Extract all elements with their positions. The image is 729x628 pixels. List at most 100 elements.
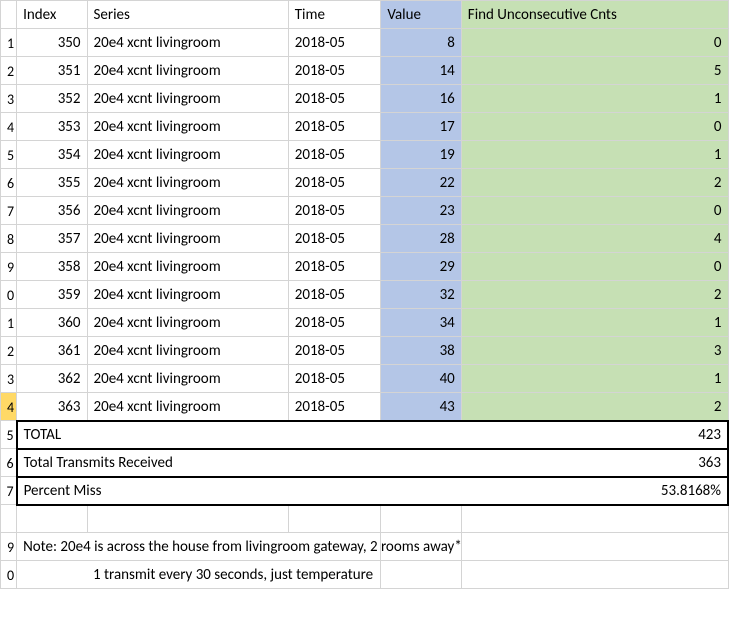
cell-value[interactable]: 8 bbox=[381, 29, 461, 57]
cell-series[interactable]: 20e4 xcnt livingroom bbox=[87, 29, 288, 57]
cell-value[interactable]: 43 bbox=[381, 393, 461, 421]
table-row[interactable]: 435320e4 xcnt livingroom2018-05170 bbox=[1, 113, 729, 141]
header-value[interactable]: Value bbox=[381, 1, 461, 29]
row-number[interactable]: 1 bbox=[1, 309, 17, 337]
cell-find[interactable]: 0 bbox=[461, 113, 728, 141]
cell-time[interactable]: 2018-05 bbox=[288, 225, 381, 253]
cell-series[interactable]: 20e4 xcnt livingroom bbox=[87, 85, 288, 113]
table-row[interactable]: 735620e4 xcnt livingroom2018-05230 bbox=[1, 197, 729, 225]
cell-index[interactable]: 363 bbox=[17, 393, 87, 421]
header-find[interactable]: Find Unconsecutive Cnts bbox=[461, 1, 728, 29]
cell-time[interactable]: 2018-05 bbox=[288, 113, 381, 141]
total-row[interactable]: 5TOTAL423 bbox=[1, 421, 729, 449]
row-number[interactable]: 6 bbox=[1, 169, 17, 197]
cell-empty[interactable] bbox=[381, 449, 461, 477]
cell-empty[interactable] bbox=[288, 449, 381, 477]
row-number[interactable]: 4 bbox=[1, 113, 17, 141]
cell-value[interactable]: 14 bbox=[381, 57, 461, 85]
cell-index[interactable]: 361 bbox=[17, 337, 87, 365]
cell-index[interactable]: 362 bbox=[17, 365, 87, 393]
table-row[interactable]: 235120e4 xcnt livingroom2018-05145 bbox=[1, 57, 729, 85]
table-row[interactable]: 035920e4 xcnt livingroom2018-05322 bbox=[1, 281, 729, 309]
total-row-label[interactable]: TOTAL bbox=[17, 421, 87, 449]
cell-value[interactable]: 29 bbox=[381, 253, 461, 281]
table-row[interactable]: 835720e4 xcnt livingroom2018-05284 bbox=[1, 225, 729, 253]
cell-time[interactable]: 2018-05 bbox=[288, 253, 381, 281]
cell-find[interactable]: 5 bbox=[461, 57, 728, 85]
cell-time[interactable]: 2018-05 bbox=[288, 29, 381, 57]
header-series[interactable]: Series bbox=[87, 1, 288, 29]
row-number[interactable]: 1 bbox=[1, 29, 17, 57]
cell-empty[interactable] bbox=[87, 477, 288, 505]
cell-find[interactable]: 2 bbox=[461, 169, 728, 197]
row-number[interactable]: 5 bbox=[1, 141, 17, 169]
cell-series[interactable]: 20e4 xcnt livingroom bbox=[87, 253, 288, 281]
note-text[interactable] bbox=[17, 561, 87, 589]
cell-time[interactable]: 2018-05 bbox=[288, 309, 381, 337]
row-number[interactable]: 3 bbox=[1, 365, 17, 393]
table-row[interactable]: 935820e4 xcnt livingroom2018-05290 bbox=[1, 253, 729, 281]
cell-series[interactable]: 20e4 xcnt livingroom bbox=[87, 197, 288, 225]
cell-empty[interactable] bbox=[381, 505, 461, 533]
cell-value[interactable]: 40 bbox=[381, 365, 461, 393]
miss-row-label[interactable]: Percent Miss bbox=[17, 477, 87, 505]
row-number[interactable]: 2 bbox=[1, 57, 17, 85]
cell-series[interactable]: 20e4 xcnt livingroom bbox=[87, 113, 288, 141]
cell-time[interactable]: 2018-05 bbox=[288, 365, 381, 393]
cell-index[interactable]: 355 bbox=[17, 169, 87, 197]
cell-empty[interactable] bbox=[381, 421, 461, 449]
row-number[interactable]: 2 bbox=[1, 337, 17, 365]
cell-value[interactable]: 34 bbox=[381, 309, 461, 337]
table-row[interactable]: 135020e4 xcnt livingroom2018-0580 bbox=[1, 29, 729, 57]
row-number[interactable] bbox=[1, 505, 17, 533]
cell-value[interactable]: 17 bbox=[381, 113, 461, 141]
cell-find[interactable]: 1 bbox=[461, 365, 728, 393]
cell-index[interactable]: 354 bbox=[17, 141, 87, 169]
table-row[interactable]: 236120e4 xcnt livingroom2018-05383 bbox=[1, 337, 729, 365]
cell-time[interactable]: 2018-05 bbox=[288, 393, 381, 421]
table-row[interactable]: 436320e4 xcnt livingroom2018-05432 bbox=[1, 393, 729, 421]
cell-find[interactable]: 2 bbox=[461, 393, 728, 421]
received-row-label[interactable]: Total Transmits Received bbox=[17, 449, 87, 477]
cell-empty[interactable] bbox=[288, 421, 381, 449]
cell-value[interactable]: 38 bbox=[381, 337, 461, 365]
header-index[interactable]: Index bbox=[17, 1, 87, 29]
cell-find[interactable]: 1 bbox=[461, 85, 728, 113]
cell-time[interactable]: 2018-05 bbox=[288, 57, 381, 85]
cell-empty[interactable] bbox=[87, 505, 288, 533]
cell-time[interactable]: 2018-05 bbox=[288, 281, 381, 309]
cell-index[interactable]: 357 bbox=[17, 225, 87, 253]
row-number[interactable]: 7 bbox=[1, 197, 17, 225]
cell-empty[interactable] bbox=[461, 533, 728, 561]
cell-series[interactable]: 20e4 xcnt livingroom bbox=[87, 57, 288, 85]
cell-find[interactable]: 1 bbox=[461, 141, 728, 169]
cell-time[interactable]: 2018-05 bbox=[288, 169, 381, 197]
table-row[interactable]: 535420e4 xcnt livingroom2018-05191 bbox=[1, 141, 729, 169]
cell-empty[interactable] bbox=[461, 505, 728, 533]
row-number[interactable]: 3 bbox=[1, 85, 17, 113]
cell-index[interactable]: 351 bbox=[17, 57, 87, 85]
cell-time[interactable]: 2018-05 bbox=[288, 141, 381, 169]
cell-value[interactable]: 23 bbox=[381, 197, 461, 225]
spreadsheet-table[interactable]: Index Series Time Value Find Unconsecuti… bbox=[0, 0, 729, 589]
cell-find[interactable]: 0 bbox=[461, 29, 728, 57]
row-number[interactable]: 7 bbox=[1, 477, 17, 505]
table-row[interactable]: 136020e4 xcnt livingroom2018-05341 bbox=[1, 309, 729, 337]
cell-series[interactable]: 20e4 xcnt livingroom bbox=[87, 169, 288, 197]
cell-series[interactable]: 20e4 xcnt livingroom bbox=[87, 365, 288, 393]
cell-empty[interactable] bbox=[288, 477, 381, 505]
cell-find[interactable]: 0 bbox=[461, 253, 728, 281]
cell-value[interactable]: 32 bbox=[381, 281, 461, 309]
cell-empty[interactable] bbox=[381, 561, 461, 589]
miss-row[interactable]: 7Percent Miss 53.8168% bbox=[1, 477, 729, 505]
cell-time[interactable]: 2018-05 bbox=[288, 197, 381, 225]
cell-empty[interactable] bbox=[461, 561, 728, 589]
row-number[interactable]: 0 bbox=[1, 561, 17, 589]
cell-empty[interactable] bbox=[288, 505, 381, 533]
miss-row-value[interactable]: 53.8168% bbox=[461, 477, 728, 505]
cell-index[interactable]: 356 bbox=[17, 197, 87, 225]
cell-find[interactable]: 1 bbox=[461, 309, 728, 337]
cell-index[interactable]: 352 bbox=[17, 85, 87, 113]
cell-value[interactable]: 16 bbox=[381, 85, 461, 113]
cell-find[interactable]: 3 bbox=[461, 337, 728, 365]
